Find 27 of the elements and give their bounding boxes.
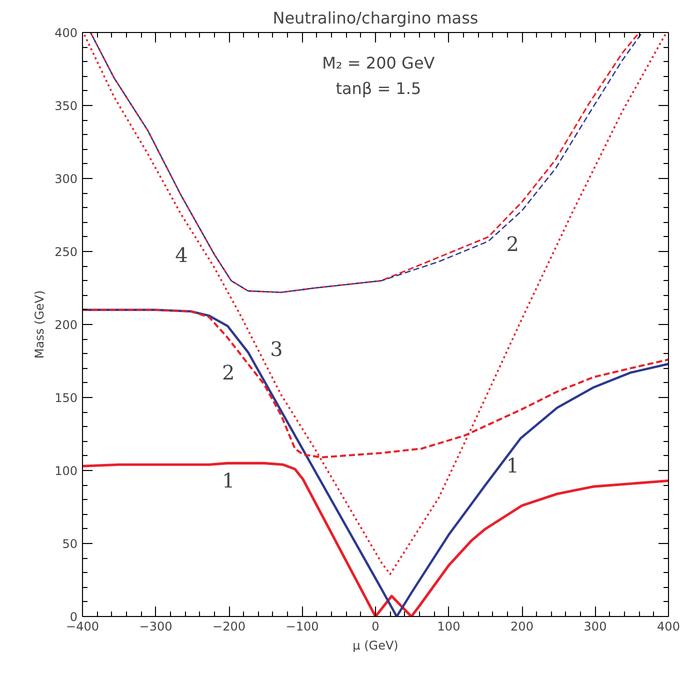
y-tick-label: 50 [62, 537, 78, 551]
y-tick-label: 300 [54, 172, 78, 186]
x-tick-label: 200 [510, 620, 534, 634]
y-axis-title: Mass (GeV) [32, 290, 47, 359]
y-tick-label: 400 [54, 26, 78, 40]
x-axis-title: μ (GeV) [352, 638, 398, 652]
annotation: tanβ = 1.5 [336, 79, 422, 98]
annotation: 2 [222, 360, 235, 384]
y-tick-label: 150 [54, 391, 78, 405]
y-tick-label: 200 [54, 318, 78, 332]
x-tick-label: 300 [584, 620, 607, 634]
annotation: 1 [506, 454, 519, 478]
x-tick-label: −300 [139, 620, 172, 634]
x-tick-label: 0 [372, 620, 380, 634]
x-tick-label: 100 [437, 620, 460, 634]
chart-title: Neutralino/chargino mass [272, 8, 478, 28]
annotation: 4 [175, 242, 188, 267]
y-tick-label: 250 [54, 245, 78, 259]
x-tick-label: −200 [212, 620, 246, 634]
annotation: M₂ = 200 GeV [322, 53, 435, 72]
annotation: 3 [270, 336, 283, 361]
y-tick-label: 100 [54, 464, 78, 478]
annotation: 1 [222, 468, 235, 492]
y-tick-label: 350 [54, 99, 78, 113]
x-tick-label: 400 [657, 620, 680, 634]
annotation: 2 [506, 232, 519, 256]
x-tick-label: −100 [286, 620, 319, 634]
